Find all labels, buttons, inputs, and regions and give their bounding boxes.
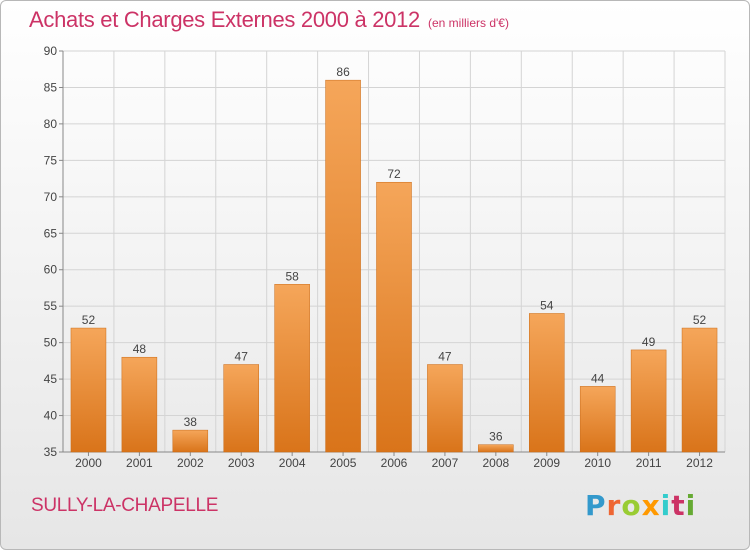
x-tick-label-2003: 2003 bbox=[228, 456, 255, 470]
y-tick-label: 70 bbox=[44, 190, 58, 204]
value-label-2007: 47 bbox=[438, 350, 452, 364]
x-tick-label-2007: 2007 bbox=[432, 456, 459, 470]
value-label-2011: 49 bbox=[642, 335, 656, 349]
y-tick-label: 65 bbox=[44, 226, 58, 240]
logo-letter: x bbox=[641, 489, 661, 522]
x-tick-label-2010: 2010 bbox=[584, 456, 611, 470]
value-label-2010: 44 bbox=[591, 371, 605, 385]
bar-2011 bbox=[630, 349, 667, 453]
bar-2009 bbox=[529, 313, 565, 453]
y-tick-label: 75 bbox=[44, 153, 58, 167]
logo-letter: i bbox=[660, 489, 672, 522]
logo-letter: r bbox=[606, 489, 622, 522]
bar-2000 bbox=[70, 327, 107, 453]
bar-2006 bbox=[376, 181, 412, 453]
chart-subtitle: (en milliers d'€) bbox=[427, 16, 509, 30]
bars bbox=[70, 79, 718, 453]
value-label-2003: 47 bbox=[235, 350, 249, 364]
y-tick-label: 35 bbox=[44, 445, 58, 459]
x-tick-label-2001: 2001 bbox=[126, 456, 153, 470]
bar-2004 bbox=[274, 284, 310, 453]
bar-2010 bbox=[579, 386, 616, 453]
x-tick-label-2000: 2000 bbox=[75, 456, 102, 470]
x-tick-label-2012: 2012 bbox=[686, 456, 713, 470]
bar-2005 bbox=[325, 79, 361, 453]
bar-2007 bbox=[427, 364, 463, 453]
value-label-2000: 52 bbox=[82, 313, 96, 327]
proxiti-logo: Proxiti bbox=[585, 489, 696, 522]
y-tick-label: 60 bbox=[44, 263, 58, 277]
x-tick-label-2006: 2006 bbox=[381, 456, 408, 470]
value-label-2002: 38 bbox=[184, 415, 198, 429]
value-label-2005: 86 bbox=[336, 65, 350, 79]
bar-2008 bbox=[478, 444, 514, 453]
value-label-2004: 58 bbox=[285, 269, 299, 283]
logo-letter: t bbox=[671, 489, 686, 522]
value-label-2008: 36 bbox=[489, 430, 503, 444]
bar-2001 bbox=[121, 356, 158, 453]
value-label-2012: 52 bbox=[693, 313, 707, 327]
y-tick-label: 50 bbox=[44, 336, 58, 350]
value-label-2009: 54 bbox=[540, 298, 554, 312]
commune-name: SULLY-LA-CHAPELLE bbox=[31, 495, 219, 516]
chart-title-text: Achats et Charges Externes 2000 à 2012 bbox=[29, 7, 420, 32]
bar-2003 bbox=[223, 364, 259, 453]
logo-letter: i bbox=[685, 489, 697, 522]
x-tick-label-2005: 2005 bbox=[330, 456, 357, 470]
value-labels: 52 48 38 47 58 86 72 47 36 54 44 49 52 bbox=[82, 65, 707, 444]
bar-2012 bbox=[681, 327, 718, 453]
value-label-2001: 48 bbox=[133, 342, 147, 356]
bar-2002 bbox=[172, 429, 209, 453]
x-tick-label-2011: 2011 bbox=[636, 456, 662, 470]
chart-title: Achats et Charges Externes 2000 à 2012 (e… bbox=[29, 7, 509, 33]
logo-letter: o bbox=[621, 489, 642, 522]
x-tick-label-2008: 2008 bbox=[482, 456, 509, 470]
y-tick-label: 45 bbox=[44, 372, 58, 386]
y-tick-label: 90 bbox=[44, 44, 58, 58]
y-tick-label: 55 bbox=[44, 299, 58, 313]
x-tick-label-2004: 2004 bbox=[279, 456, 306, 470]
value-label-2006: 72 bbox=[387, 167, 401, 181]
y-tick-label: 85 bbox=[44, 80, 58, 94]
x-tick-label-2009: 2009 bbox=[533, 456, 560, 470]
y-tick-label: 80 bbox=[44, 117, 58, 131]
logo-letter: P bbox=[585, 489, 607, 522]
y-tick-label: 40 bbox=[44, 409, 58, 423]
x-tick-label-2002: 2002 bbox=[177, 456, 204, 470]
